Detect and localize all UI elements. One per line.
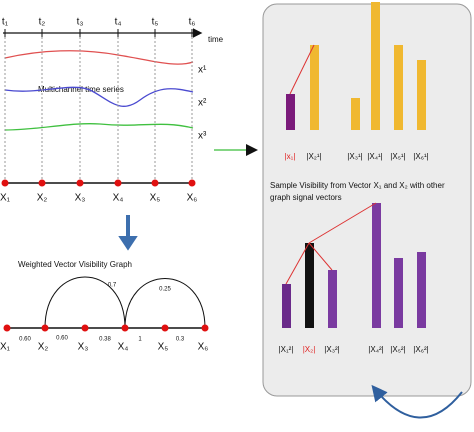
bar-label: |X₃¹| bbox=[347, 152, 362, 161]
arc bbox=[44, 276, 126, 329]
visibility-panel: Sample Visibility from Vector X₁ and X₂ … bbox=[214, 2, 472, 419]
panel-caption: Sample Visibility from Vector X₁ and X₂ … bbox=[270, 181, 445, 190]
bar-label: |X₆¹| bbox=[413, 152, 428, 161]
visibility-line bbox=[289, 44, 315, 95]
return-arrow bbox=[371, 384, 463, 419]
bar bbox=[417, 252, 426, 328]
graph-node bbox=[81, 324, 89, 332]
visibility-line bbox=[308, 202, 377, 244]
node bbox=[114, 179, 122, 187]
bar-label: |X₄²| bbox=[368, 345, 383, 354]
node bbox=[38, 179, 46, 187]
node-label: X₆ bbox=[187, 193, 198, 204]
graph-node bbox=[41, 324, 49, 332]
edge-weight: 0.60 bbox=[19, 337, 31, 343]
curve-blue bbox=[4, 86, 194, 107]
curve-green bbox=[4, 123, 194, 131]
graph-node bbox=[3, 324, 11, 332]
edge-weight: 0.25 bbox=[159, 287, 171, 293]
bar bbox=[394, 258, 403, 328]
graph-panel: Weighted Vector Visibility Graph bbox=[5, 260, 206, 329]
bar-label: |X₂¹| bbox=[306, 152, 321, 161]
panel-caption: graph signal vectors bbox=[270, 193, 342, 202]
edge-weight: 0.60 bbox=[56, 336, 68, 342]
bar bbox=[286, 94, 295, 130]
visibility-line bbox=[308, 242, 333, 271]
time-label: time bbox=[208, 35, 224, 44]
time-tick-label: t₁ bbox=[2, 17, 9, 28]
bar bbox=[372, 203, 381, 328]
graph-node-label: X₃ bbox=[78, 342, 89, 353]
bar-label: |X₄¹| bbox=[367, 152, 382, 161]
node-label: X₂ bbox=[37, 193, 48, 204]
bar-label: |x₁| bbox=[285, 152, 296, 161]
graph-node bbox=[121, 324, 129, 332]
curve-red bbox=[4, 50, 194, 65]
bar bbox=[282, 284, 291, 328]
graph-node-label: X₆ bbox=[198, 342, 209, 353]
node-label: X₅ bbox=[150, 193, 161, 204]
visibility-line bbox=[285, 242, 310, 285]
channel-label: x¹ bbox=[198, 65, 207, 76]
graph-node bbox=[161, 324, 169, 332]
time-tick-label: t₆ bbox=[189, 17, 196, 28]
bar bbox=[417, 60, 426, 130]
bar bbox=[394, 45, 403, 130]
time-tick-label: t₃ bbox=[77, 17, 84, 28]
channel-label: x² bbox=[198, 98, 207, 109]
node bbox=[151, 179, 159, 187]
time-series-panel: time Multichannel time series bbox=[3, 28, 224, 251]
graph-node-label: X₂ bbox=[38, 342, 49, 353]
bar-label: |X₂| bbox=[303, 345, 316, 354]
edge-weight: 0.3 bbox=[176, 337, 185, 343]
graph-title: Weighted Vector Visibility Graph bbox=[18, 260, 132, 269]
graph-node bbox=[201, 324, 209, 332]
node-label: X₁ bbox=[0, 193, 11, 204]
bar-label: |X₃²| bbox=[324, 345, 339, 354]
bar-label: |X₅¹| bbox=[390, 152, 405, 161]
bar-label: |X₅²| bbox=[390, 345, 405, 354]
node-label: X₃ bbox=[75, 193, 86, 204]
bar bbox=[351, 98, 360, 130]
bar-label: |X₆²| bbox=[413, 345, 428, 354]
bar-label: |X₁²| bbox=[279, 345, 294, 354]
graph-node-label: X₅ bbox=[158, 342, 169, 353]
bar bbox=[310, 45, 319, 130]
edge-weight: 0.7 bbox=[108, 283, 117, 289]
channel-label: x³ bbox=[198, 131, 207, 142]
bar bbox=[305, 243, 314, 328]
node bbox=[1, 179, 9, 187]
node-label: X₄ bbox=[113, 193, 124, 204]
node bbox=[76, 179, 84, 187]
edge-weight: 0.38 bbox=[99, 337, 111, 343]
bar bbox=[328, 270, 337, 328]
node bbox=[188, 179, 196, 187]
series-title: Multichannel time series bbox=[38, 85, 124, 94]
edge-weight: 1 bbox=[138, 337, 142, 343]
down-arrow bbox=[118, 215, 138, 251]
time-tick-label: t₂ bbox=[39, 17, 46, 28]
graph-node-label: X₄ bbox=[118, 342, 129, 353]
arc bbox=[124, 278, 206, 329]
time-tick-label: t₅ bbox=[152, 17, 159, 28]
graph-node-label: X₁ bbox=[0, 342, 11, 353]
time-tick-label: t₄ bbox=[115, 17, 122, 28]
bar bbox=[371, 2, 380, 130]
